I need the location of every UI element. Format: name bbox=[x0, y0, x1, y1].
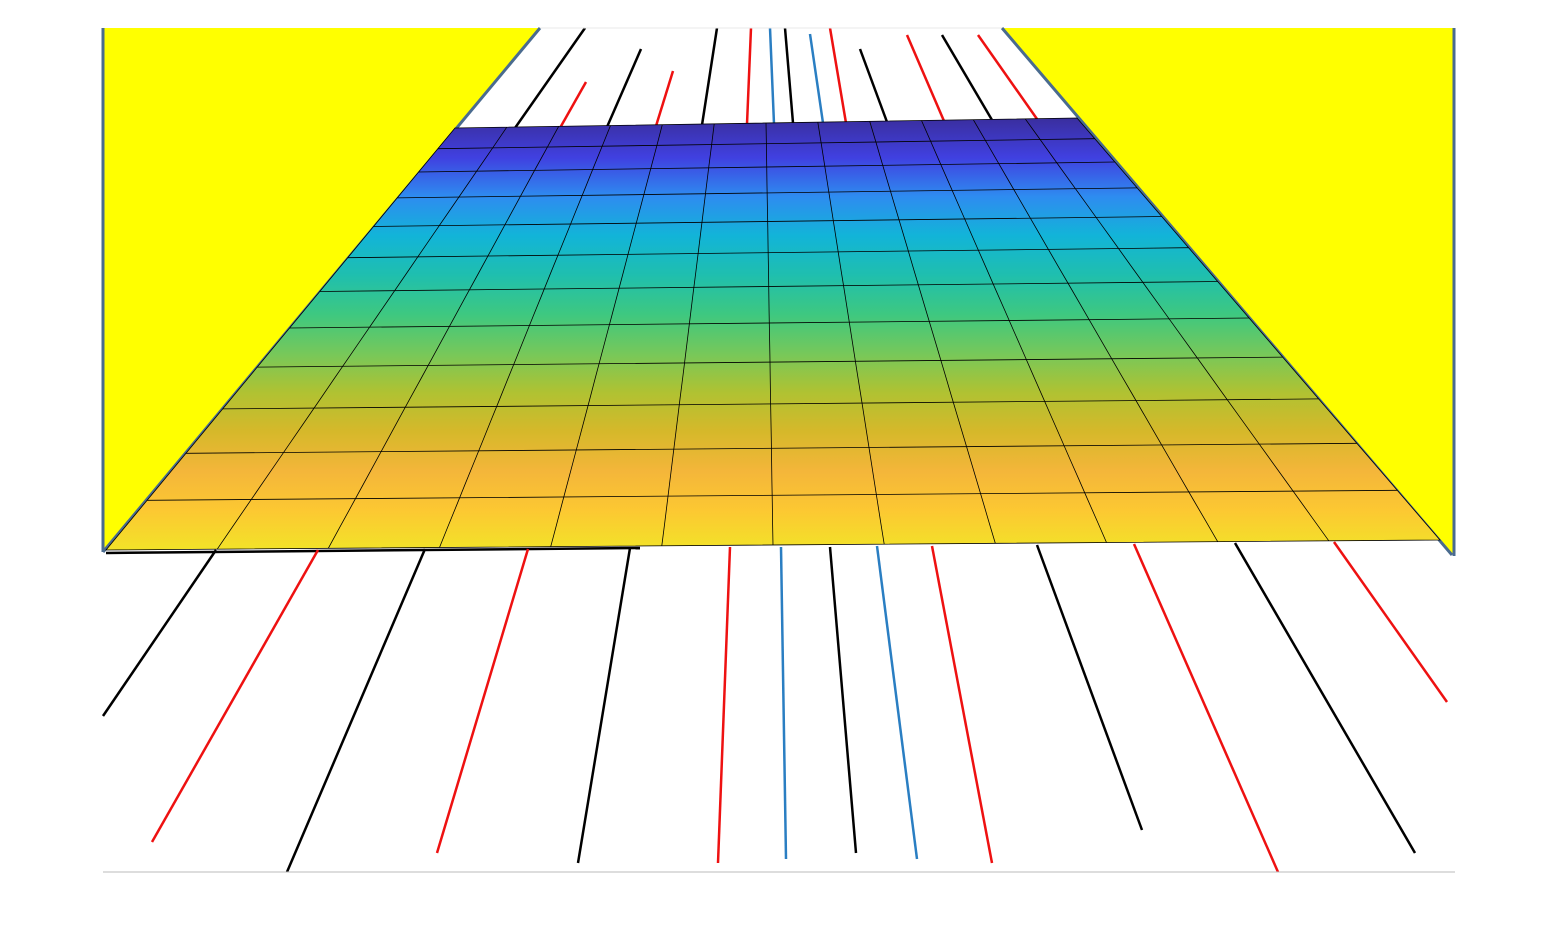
ray-14-far-segment bbox=[976, 34, 1039, 120]
ray-9-near-segment bbox=[875, 545, 919, 860]
ray-1-far-segment bbox=[513, 27, 587, 129]
ray-4-far-segment bbox=[654, 70, 675, 127]
ray-13-near-segment bbox=[1233, 542, 1417, 854]
far-rays-group bbox=[513, 27, 1039, 129]
grid-column-line bbox=[817, 122, 885, 545]
grid-column-line bbox=[439, 125, 611, 548]
grid-column-line bbox=[869, 121, 996, 544]
ray-11-far-segment bbox=[858, 48, 889, 123]
ray-6-near-segment bbox=[716, 546, 732, 864]
grid-column-line bbox=[661, 123, 715, 546]
ray-7-near-segment bbox=[779, 546, 788, 860]
surface-grid bbox=[105, 117, 1441, 551]
ray-11-near-segment bbox=[1035, 544, 1144, 831]
ray-3-far-segment bbox=[605, 48, 643, 128]
near-rays-group bbox=[101, 541, 1449, 873]
ray-7-far-segment bbox=[768, 27, 776, 125]
ray-8-far-segment bbox=[783, 27, 795, 124]
surface-outline bbox=[105, 117, 1441, 551]
grid-column-line bbox=[765, 122, 774, 546]
grid-column-line bbox=[216, 126, 508, 550]
grid-column-line bbox=[327, 126, 560, 549]
ray-2-far-segment bbox=[558, 81, 588, 129]
ray-2-near-segment bbox=[150, 549, 320, 843]
ray-12-near-segment bbox=[1132, 543, 1280, 873]
ray-10-near-segment bbox=[930, 545, 994, 864]
ray-8-near-segment bbox=[828, 546, 858, 854]
ray-9-far-segment bbox=[808, 33, 825, 124]
grid-column-line bbox=[550, 124, 663, 547]
ray-5-far-segment bbox=[700, 27, 719, 126]
grid-column-line bbox=[1024, 118, 1330, 542]
ray-12-far-segment bbox=[905, 34, 946, 122]
ray-10-far-segment bbox=[828, 27, 848, 124]
ray-3-near-segment bbox=[285, 548, 427, 873]
ray-4-near-segment bbox=[435, 548, 530, 854]
ray-14-near-segment bbox=[1332, 541, 1449, 703]
grid-column-line bbox=[972, 119, 1219, 542]
surface-front-edge bbox=[105, 546, 641, 555]
ray-5-near-segment bbox=[576, 547, 632, 864]
ray-13-far-segment bbox=[940, 34, 994, 121]
ray-6-far-segment bbox=[745, 27, 753, 125]
ray-1-near-segment bbox=[101, 549, 218, 717]
grid-column-line bbox=[921, 120, 1107, 543]
